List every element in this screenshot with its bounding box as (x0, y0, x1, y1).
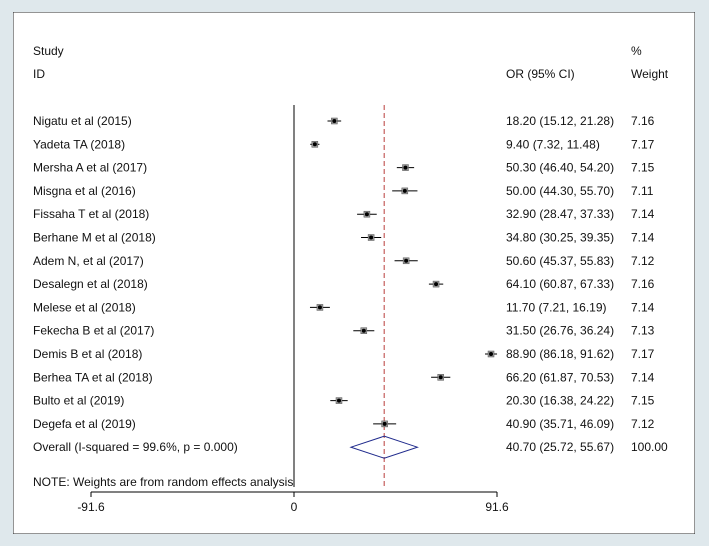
header-weight: Weight (631, 67, 669, 81)
point-estimate (336, 398, 341, 403)
point-estimate (382, 421, 387, 426)
x-axis: -91.6 0 91.6 (77, 491, 509, 514)
point-estimate (434, 282, 439, 287)
study-rows: Nigatu et al (2015) 18.20 (15.12, 21.28) 7… (33, 114, 668, 459)
weight-value: 7.14 (631, 370, 655, 384)
study-row: Mersha A et al (2017) 50.30 (46.40, 54.20… (33, 161, 655, 175)
study-label: Fekecha B et al (2017) (33, 324, 154, 338)
weight-value: 7.15 (631, 161, 655, 175)
or-ci-value: 20.30 (16.38, 24.22) (506, 394, 614, 408)
point-estimate (332, 119, 337, 123)
weight-value: 7.14 (631, 207, 655, 221)
or-ci-value: 50.30 (46.40, 54.20) (506, 161, 614, 175)
weight-value: 7.16 (631, 114, 655, 128)
weight-value: 7.16 (631, 277, 655, 291)
study-row: Bulto et al (2019) 20.30 (16.38, 24.22) 7.… (33, 394, 655, 408)
study-row: Melese et al (2018) 11.70 (7.21, 16.19) 7.… (33, 300, 655, 314)
point-estimate (364, 212, 369, 217)
study-label: Berhane M et al (2018) (33, 231, 156, 245)
x-tick-label: 0 (291, 500, 298, 514)
plot-area (293, 105, 385, 487)
study-label: Melese et al (2018) (33, 300, 136, 314)
table-header: Study ID OR (95% CI) % Weight (33, 44, 669, 81)
point-estimate (489, 352, 494, 356)
or-ci-value: 31.50 (26.76, 36.24) (506, 324, 614, 338)
study-row: Demis B et al (2018) 88.90 (86.18, 91.62)… (33, 347, 655, 361)
study-label: Adem N, et al (2017) (33, 254, 144, 268)
header-id: ID (33, 67, 45, 81)
weight-value: 7.13 (631, 324, 655, 338)
weight-value: 7.14 (631, 300, 655, 314)
or-ci-value: 50.00 (44.30, 55.70) (506, 184, 614, 198)
header-percent: % (631, 44, 642, 58)
study-label: Desalegn et al (2018) (33, 277, 148, 291)
or-ci-value: 50.60 (45.37, 55.83) (506, 254, 614, 268)
weight-value: 7.15 (631, 394, 655, 408)
study-row: Nigatu et al (2015) 18.20 (15.12, 21.28) 7… (33, 114, 655, 128)
overall-diamond (349, 435, 419, 459)
study-row: Adem N, et al (2017) 50.60 (45.37, 55.83)… (33, 254, 655, 268)
study-row: Yadeta TA (2018) 9.40 (7.32, 11.48) 7.17 (33, 137, 655, 151)
study-label: Fissaha T et al (2018) (33, 207, 149, 221)
or-ci-value: 34.80 (30.25, 39.35) (506, 231, 614, 245)
point-estimate (361, 328, 366, 333)
point-estimate (402, 188, 407, 193)
study-row: Misgna et al (2016) 50.00 (44.30, 55.70) 7… (33, 184, 654, 198)
header-or-ci: OR (95% CI) (506, 67, 575, 81)
forest-plot-panel: Study ID OR (95% CI) % Weight Nigatu et … (13, 12, 695, 534)
x-tick-label: 91.6 (485, 500, 509, 514)
or-ci-value: 88.90 (86.18, 91.62) (506, 347, 614, 361)
weight-value: 7.11 (631, 184, 654, 198)
or-ci-value: 64.10 (60.87, 67.33) (506, 277, 614, 291)
or-ci-value: 66.20 (61.87, 70.53) (506, 370, 614, 384)
overall-or-ci: 40.70 (25.72, 55.67) (506, 440, 614, 454)
or-ci-value: 9.40 (7.32, 11.48) (506, 137, 600, 151)
footnote: NOTE: Weights are from random effects an… (33, 475, 293, 489)
weight-value: 7.17 (631, 137, 655, 151)
or-ci-value: 11.70 (7.21, 16.19) (506, 300, 607, 314)
study-row: Berhane M et al (2018) 34.80 (30.25, 39.3… (33, 231, 655, 245)
point-estimate (312, 142, 317, 147)
point-estimate (403, 165, 408, 170)
study-label: Bulto et al (2019) (33, 394, 124, 408)
or-ci-value: 40.90 (35.71, 46.09) (506, 417, 614, 431)
x-tick-label: -91.6 (77, 500, 105, 514)
weight-value: 7.14 (631, 231, 655, 245)
point-estimate (438, 375, 443, 380)
weight-value: 7.12 (631, 417, 655, 431)
or-ci-value: 18.20 (15.12, 21.28) (506, 114, 614, 128)
study-row: Berhea TA et al (2018) 66.20 (61.87, 70.5… (33, 370, 655, 384)
weight-value: 7.17 (631, 347, 655, 361)
point-estimate (404, 258, 409, 263)
study-row: Fekecha B et al (2017) 31.50 (26.76, 36.2… (33, 324, 655, 338)
or-ci-value: 32.90 (28.47, 37.33) (506, 207, 614, 221)
study-row: Fissaha T et al (2018) 32.90 (28.47, 37.3… (33, 207, 655, 221)
point-estimate (369, 235, 374, 240)
weight-value: 7.12 (631, 254, 655, 268)
point-estimate (317, 305, 322, 310)
study-label: Berhea TA et al (2018) (33, 370, 153, 384)
study-label: Misgna et al (2016) (33, 184, 136, 198)
study-label: Mersha A et al (2017) (33, 161, 147, 175)
overall-label: Overall (I-squared = 99.6%, p = 0.000) (33, 440, 238, 454)
overall-weight: 100.00 (631, 440, 668, 454)
study-label: Demis B et al (2018) (33, 347, 142, 361)
study-row: Degefa et al (2019) 40.90 (35.71, 46.09) 7… (33, 417, 655, 431)
overall-row: Overall (I-squared = 99.6%, p = 0.000) 40… (33, 435, 668, 459)
forest-plot: Study ID OR (95% CI) % Weight Nigatu et … (13, 12, 695, 534)
header-study: Study (33, 44, 64, 58)
study-label: Degefa et al (2019) (33, 417, 136, 431)
study-label: Yadeta TA (2018) (33, 137, 125, 151)
study-row: Desalegn et al (2018) 64.10 (60.87, 67.33… (33, 277, 655, 291)
study-label: Nigatu et al (2015) (33, 114, 132, 128)
